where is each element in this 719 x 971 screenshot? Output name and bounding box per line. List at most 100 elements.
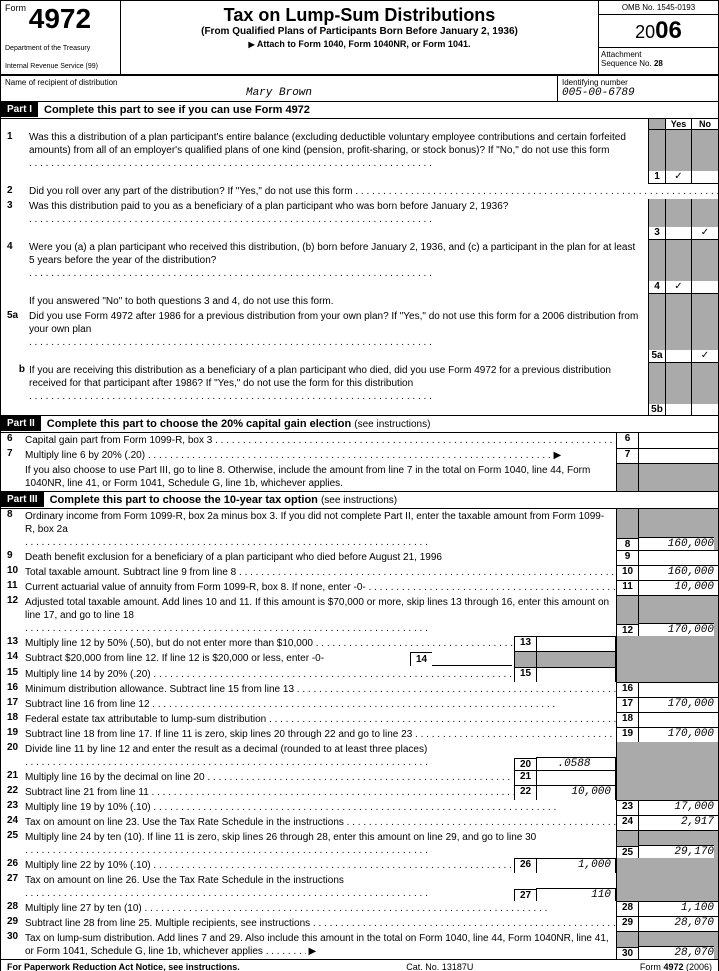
line28: 28Multiply line 27 by ten (10) 281,100 bbox=[1, 901, 718, 916]
recipient-name-cell: Name of recipient of distribution Mary B… bbox=[1, 76, 558, 101]
line12: 12Adjusted total taxable amount. Add lin… bbox=[1, 595, 718, 636]
line27: 27Tax on amount on line 26. Use the Tax … bbox=[1, 873, 718, 901]
line20-value: .0588 bbox=[536, 757, 616, 770]
line22: 22Subtract line 21 from line 11 2210,000 bbox=[1, 785, 718, 800]
line25-value: 29,170 bbox=[639, 845, 714, 858]
line14: 14 Subtract $20,000 from line 12. If lin… bbox=[1, 651, 718, 667]
line18-value bbox=[638, 712, 718, 727]
q4-no bbox=[692, 281, 718, 294]
line29-value: 28,070 bbox=[638, 916, 718, 931]
tax-year: 2006 bbox=[599, 15, 718, 48]
q5b-no bbox=[692, 404, 718, 415]
line26: 26Multiply line 22 by 10% (.10) 261,000 bbox=[1, 858, 718, 873]
q3-no: ✓ bbox=[692, 227, 718, 240]
q2-row: 2Did you roll over any part of the distr… bbox=[1, 184, 718, 199]
part1-header: Part I Complete this part to see if you … bbox=[1, 102, 718, 119]
part3-title: Complete this part to choose the 10-year… bbox=[44, 492, 404, 508]
line17-value: 170,000 bbox=[638, 697, 718, 712]
form-number: 4972 bbox=[29, 3, 91, 34]
line6: 6 Capital gain part from Form 1099-R, bo… bbox=[1, 433, 718, 448]
line7-value bbox=[638, 448, 718, 463]
header-left: Form 4972 Department of the Treasury Int… bbox=[1, 1, 121, 74]
line10: 10Total taxable amount. Subtract line 9 … bbox=[1, 565, 718, 580]
line19-value: 170,000 bbox=[638, 727, 718, 742]
form-title: Tax on Lump-Sum Distributions bbox=[125, 5, 594, 26]
line30: 30Tax on lump-sum distribution. Add line… bbox=[1, 931, 718, 959]
line24: 24Tax on amount on line 23. Use the Tax … bbox=[1, 815, 718, 830]
line22-value: 10,000 bbox=[536, 785, 616, 800]
line11-value: 10,000 bbox=[638, 580, 718, 595]
year-prefix: 20 bbox=[635, 22, 655, 42]
part2-title: Complete this part to choose the 20% cap… bbox=[41, 416, 437, 432]
q5b-answer: 5b bbox=[1, 404, 718, 415]
name-label: Name of recipient of distribution bbox=[5, 78, 553, 87]
q4-row: 4Were you (a) a plan participant who rec… bbox=[1, 240, 718, 281]
line29: 29Subtract line 28 from line 25. Multipl… bbox=[1, 916, 718, 931]
q4-yes: ✓ bbox=[666, 281, 692, 294]
line16-value bbox=[638, 682, 718, 697]
footer-form-ref: Form 4972 (2006) bbox=[640, 962, 712, 971]
form-subtitle: (From Qualified Plans of Participants Bo… bbox=[125, 26, 594, 37]
q5a-row: 5aDid you use Form 4972 after 1986 for a… bbox=[1, 309, 718, 350]
part1-yesno-header: Yes No bbox=[1, 119, 718, 130]
line21-value bbox=[536, 770, 616, 785]
part3-tag: Part III bbox=[1, 492, 44, 507]
form-footer: For Paperwork Reduction Act Notice, see … bbox=[1, 959, 718, 971]
q3-row: 3Was this distribution paid to you as a … bbox=[1, 199, 718, 227]
line18: 18Federal estate tax attributable to lum… bbox=[1, 712, 718, 727]
name-value: Mary Brown bbox=[5, 87, 553, 99]
form-header: Form 4972 Department of the Treasury Int… bbox=[1, 1, 718, 76]
q5a-answer: 5a ✓ bbox=[1, 350, 718, 363]
line13-value bbox=[536, 636, 616, 651]
catalog-number: Cat. No. 13187U bbox=[406, 962, 473, 971]
line15-value bbox=[536, 667, 616, 682]
line26-value: 1,000 bbox=[536, 858, 616, 873]
part2-header: Part II Complete this part to choose the… bbox=[1, 416, 718, 433]
q5b-row: bIf you are receiving this distribution … bbox=[1, 363, 718, 404]
part2-note: If you also choose to use Part III, go t… bbox=[1, 463, 718, 492]
yes-header: Yes bbox=[666, 119, 692, 130]
line23-value: 17,000 bbox=[638, 800, 718, 815]
line17: 17Subtract line 16 from line 12 17170,00… bbox=[1, 697, 718, 712]
line9-value bbox=[638, 550, 718, 565]
line8: 8 Ordinary income from Form 1099-R, box … bbox=[1, 509, 718, 550]
id-number-cell: Identifying number 005-00-6789 bbox=[558, 76, 718, 101]
q1-row: 1Was this a distribution of a plan parti… bbox=[1, 130, 718, 171]
q1-yes: ✓ bbox=[666, 171, 692, 184]
line9: 9Death benefit exclusion for a beneficia… bbox=[1, 550, 718, 565]
line10-value: 160,000 bbox=[638, 565, 718, 580]
q3-yes bbox=[666, 227, 692, 240]
line24-value: 2,917 bbox=[638, 815, 718, 830]
no-header: No bbox=[692, 119, 718, 130]
part1-body: Yes No 1Was this a distribution of a pla… bbox=[1, 119, 718, 416]
line23: 23Multiply line 19 by 10% (.10) 2317,000 bbox=[1, 800, 718, 815]
q1-no bbox=[692, 171, 718, 184]
line19: 19Subtract line 18 from line 17. If line… bbox=[1, 727, 718, 742]
line30-value: 28,070 bbox=[639, 946, 714, 959]
line7: 7 Multiply line 6 by 20% (.20) ▶ 7 bbox=[1, 448, 718, 463]
part1-tag: Part I bbox=[1, 102, 38, 117]
q3-answer: 3 ✓ bbox=[1, 227, 718, 240]
pra-notice: For Paperwork Reduction Act Notice, see … bbox=[7, 962, 240, 971]
line11: 11Current actuarial value of annuity fro… bbox=[1, 580, 718, 595]
attach-instruction: Attach to Form 1040, Form 1040NR, or For… bbox=[125, 39, 594, 49]
line20: 20Divide line 11 by line 12 and enter th… bbox=[1, 742, 718, 770]
line12-value: 170,000 bbox=[639, 623, 714, 636]
part1-title: Complete this part to see if you can use… bbox=[38, 102, 316, 118]
line21: 21Multiply line 16 by the decimal on lin… bbox=[1, 770, 718, 785]
omb-number: OMB No. 1545-0193 bbox=[599, 1, 718, 15]
name-id-row: Name of recipient of distribution Mary B… bbox=[1, 76, 718, 102]
line8-value: 160,000 bbox=[639, 537, 714, 550]
line15: 15Multiply line 14 by 20% (.20) 15 bbox=[1, 667, 718, 682]
q5a-yes bbox=[666, 350, 692, 363]
year-suffix: 06 bbox=[655, 17, 682, 44]
id-label: Identifying number bbox=[562, 78, 714, 87]
line6-value bbox=[638, 433, 718, 448]
line28-value: 1,100 bbox=[638, 901, 718, 916]
line13: 13Multiply line 12 by 50% (.50), but do … bbox=[1, 636, 718, 651]
line25: 25Multiply line 24 by ten (10). If line … bbox=[1, 830, 718, 858]
form-word: Form bbox=[5, 3, 26, 13]
dept-treasury: Department of the Treasury bbox=[5, 45, 116, 53]
q5b-yes bbox=[666, 404, 692, 415]
part3-header: Part III Complete this part to choose th… bbox=[1, 492, 718, 509]
